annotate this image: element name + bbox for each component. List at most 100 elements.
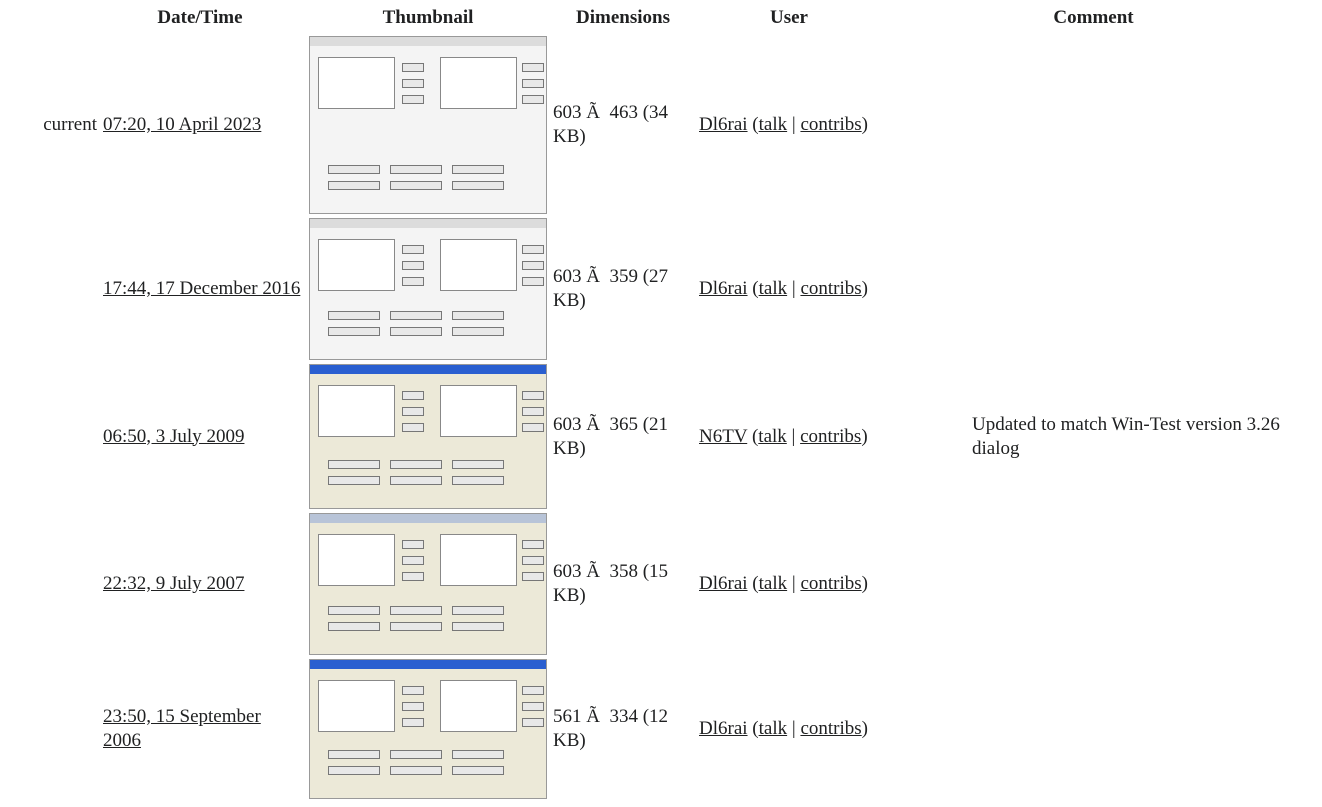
punctuation: |: [787, 718, 796, 739]
thumb-cell: [306, 216, 550, 362]
date-link[interactable]: 07:20, 10 April 2023: [103, 114, 262, 135]
thumbnail[interactable]: [309, 364, 547, 509]
button: [452, 460, 504, 469]
user-link[interactable]: N6TV: [699, 425, 748, 447]
status-cell: [12, 216, 100, 362]
button: [402, 540, 424, 549]
tool-link[interactable]: contribs: [800, 425, 862, 447]
button: [402, 423, 424, 432]
comment: [882, 34, 1305, 216]
dimensions: 603 Ã 358 (15 KB): [553, 561, 673, 606]
tool-link[interactable]: contribs: [800, 718, 862, 739]
date-link[interactable]: 06:50, 3 July 2009: [103, 425, 245, 447]
button: [390, 165, 442, 174]
date-cell: 22:32, 9 July 2007: [100, 511, 306, 657]
punctuation: ): [861, 718, 868, 739]
button: [402, 391, 424, 400]
user-link[interactable]: Dl6rai: [699, 718, 748, 739]
button: [452, 750, 504, 759]
tool-link[interactable]: talk: [758, 278, 788, 299]
button: [328, 181, 380, 190]
date-link[interactable]: 17:44, 17 December 2016: [103, 278, 301, 299]
tool-link[interactable]: talk: [758, 114, 788, 135]
list-box: [440, 680, 517, 732]
user-link[interactable]: Dl6rai: [699, 114, 748, 135]
thumb-cell: [306, 511, 550, 657]
tool-link[interactable]: contribs: [800, 573, 862, 594]
tool-link[interactable]: talk: [758, 425, 787, 447]
tool-link[interactable]: contribs: [800, 278, 862, 299]
history-row: 17:44, 17 December 2016 603 Ã 359 (27 KB)…: [12, 216, 1305, 362]
button: [390, 606, 442, 615]
button: [522, 95, 544, 104]
button: [522, 540, 544, 549]
thumbnail[interactable]: [309, 218, 547, 360]
button: [452, 766, 504, 775]
column-header: Date/Time: [157, 7, 243, 28]
button: [402, 277, 424, 286]
user-link[interactable]: Dl6rai: [699, 278, 748, 299]
button: [522, 391, 544, 400]
button: [452, 476, 504, 485]
title-bar: [310, 37, 546, 46]
thumbnail[interactable]: [309, 659, 547, 799]
dimensions: 603 Ã 463 (34 KB): [553, 102, 673, 147]
tool-link[interactable]: contribs: [800, 114, 862, 135]
punctuation: ): [861, 278, 868, 299]
file-history: Date/Time Thumbnail Dimensions User Comment …: [12, 0, 1305, 801]
tool-link[interactable]: talk: [758, 718, 788, 739]
comment: Updated to match Win-Test version 3.26 d…: [972, 413, 1280, 459]
comment: [882, 511, 1305, 657]
date-link[interactable]: 22:32, 9 July 2007: [103, 573, 245, 594]
list-box: [318, 534, 395, 586]
column-header: Thumbnail: [382, 7, 474, 28]
date-cell: 23:50, 15 September 2006: [100, 657, 306, 801]
date-link[interactable]: 23:50, 15 September 2006: [103, 706, 261, 751]
user-cell: Dl6rai (talk | contribs): [696, 511, 882, 657]
status-cell: [12, 362, 100, 511]
user-link[interactable]: Dl6rai: [699, 573, 748, 594]
button: [402, 556, 424, 565]
date-cell: 17:44, 17 December 2016: [100, 216, 306, 362]
button: [328, 766, 380, 775]
button: [328, 476, 380, 485]
button: [328, 750, 380, 759]
button: [328, 311, 380, 320]
history-row: 23:50, 15 September 2006 561 Ã 334 (12 KB…: [12, 657, 1305, 801]
date-cell: 07:20, 10 April 2023: [100, 34, 306, 216]
button: [402, 572, 424, 581]
header-row: Date/Time Thumbnail Dimensions User Comment: [12, 0, 1305, 34]
button: [390, 766, 442, 775]
button: [402, 407, 424, 416]
status-cell: current: [12, 34, 100, 216]
list-box: [318, 680, 395, 732]
tool-link[interactable]: talk: [758, 573, 788, 594]
punctuation: (: [752, 573, 759, 594]
list-box: [318, 239, 395, 291]
thumbnail[interactable]: [309, 513, 547, 655]
history-row: 06:50, 3 July 2009 603 Ã 365 (21 KB) N6TV …: [12, 362, 1305, 511]
user-cell: Dl6rai (talk | contribs): [696, 34, 882, 216]
button: [328, 606, 380, 615]
button: [390, 476, 442, 485]
button: [452, 622, 504, 631]
button: [390, 327, 442, 336]
status: current: [43, 114, 97, 135]
button: [402, 79, 424, 88]
list-box: [318, 57, 395, 109]
status-cell: [12, 657, 100, 801]
button: [390, 311, 442, 320]
thumbnail[interactable]: [309, 36, 547, 214]
punctuation: (: [752, 278, 759, 299]
punctuation: |: [787, 114, 796, 135]
button: [522, 702, 544, 711]
punctuation: (: [751, 425, 759, 447]
user-cell: Dl6rai (talk | contribs): [696, 657, 882, 801]
history-row: 22:32, 9 July 2007 603 Ã 358 (15 KB) Dl6ra…: [12, 511, 1305, 657]
list-box: [440, 385, 517, 437]
punctuation: |: [786, 425, 796, 447]
button: [390, 622, 442, 631]
button: [328, 327, 380, 336]
button: [402, 245, 424, 254]
